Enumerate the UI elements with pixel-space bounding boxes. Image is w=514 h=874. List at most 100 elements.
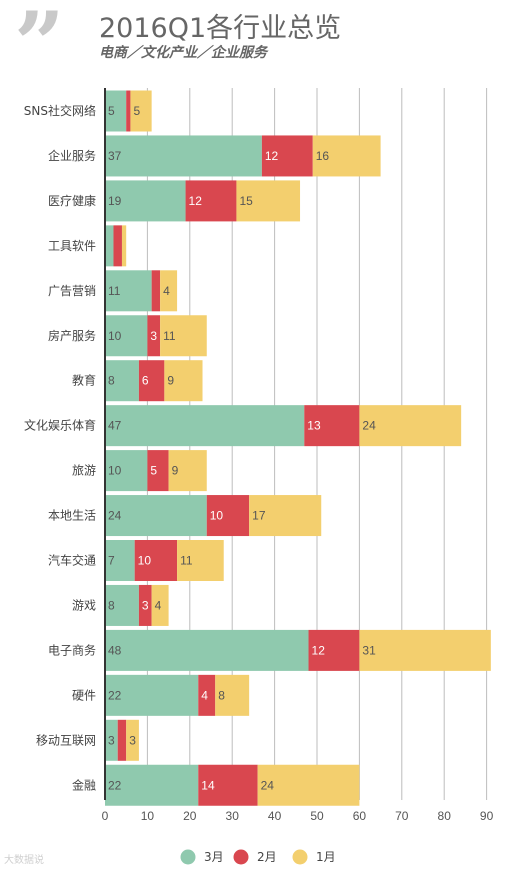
bar-segment: [147, 315, 161, 357]
bar-segment: [168, 450, 207, 492]
data-label: 11: [108, 284, 121, 298]
category-label: SNS社交网络: [24, 103, 96, 118]
data-label: 10: [108, 329, 122, 343]
bar-segment: [126, 719, 139, 761]
bar-segment: [105, 674, 199, 716]
data-label: 22: [108, 778, 122, 792]
bar-segment: [308, 629, 360, 671]
bar-segment: [105, 90, 127, 132]
category-label: 广告营销: [48, 284, 96, 298]
data-label: 8: [108, 374, 115, 388]
data-label: 13: [307, 419, 321, 433]
data-label: 3: [150, 329, 157, 343]
data-label: 19: [108, 194, 122, 208]
data-label: 10: [108, 464, 122, 478]
watermark: 大数据说: [4, 855, 44, 866]
category-labels: SNS社交网络企业服务医疗健康工具软件广告营销房产服务教育文化娱乐体育旅游本地生…: [24, 103, 96, 792]
category-label: 文化娱乐体育: [24, 418, 96, 433]
bar-segment: [138, 360, 165, 402]
category-label: 硬件: [72, 688, 96, 702]
data-label: 6: [142, 374, 149, 388]
bar-segment: [105, 135, 262, 177]
bar-segment: [121, 225, 127, 267]
category-label: 金融: [72, 777, 96, 792]
legend-label: 3月: [204, 850, 224, 864]
bar-segment: [151, 584, 169, 626]
data-label: 3: [142, 598, 149, 612]
bar-segment: [105, 495, 207, 537]
legend-swatch: [180, 849, 196, 865]
category-label: 企业服务: [48, 148, 96, 163]
bar-segment: [215, 674, 250, 716]
data-label: 24: [362, 419, 376, 433]
x-tick-label: 50: [310, 809, 324, 823]
bar-segment: [160, 315, 207, 357]
category-label: 旅游: [72, 464, 96, 478]
data-label: 8: [108, 598, 115, 612]
data-label: 8: [218, 688, 225, 702]
x-tick-label: 20: [183, 809, 197, 823]
bar-segment: [147, 450, 169, 492]
bar-segment: [105, 405, 305, 447]
quote-icon: ”: [14, 0, 65, 96]
category-label: 电子商务: [48, 642, 96, 657]
data-label: 31: [362, 643, 376, 657]
legend: 3月 2月 1月: [180, 849, 336, 865]
bar-segment: [164, 360, 203, 402]
data-label: 5: [108, 104, 115, 118]
bar-segment: [105, 270, 152, 312]
bar-segment: [312, 135, 381, 177]
x-tick-label: 10: [141, 809, 155, 823]
data-label: 24: [108, 509, 122, 523]
bar-segment: [249, 495, 322, 537]
x-tick-label: 0: [102, 809, 109, 823]
data-label: 11: [180, 554, 193, 568]
bar-segment: [151, 270, 161, 312]
category-label: 汽车交通: [48, 553, 96, 568]
bar-segment: [257, 764, 360, 806]
bar-segment: [261, 135, 313, 177]
category-label: 教育: [72, 373, 96, 388]
bar-segment: [105, 450, 148, 492]
data-label: 3: [108, 733, 115, 747]
data-label: 16: [316, 149, 330, 163]
bar-segment: [160, 270, 178, 312]
bar-segment: [359, 405, 462, 447]
bar-segment: [177, 540, 224, 581]
bar-segment: [198, 674, 216, 716]
data-label: 11: [163, 329, 176, 343]
data-label: 4: [201, 688, 208, 702]
bar-segment: [138, 584, 152, 626]
bar-segment: [105, 540, 135, 581]
chart-title: 2016Q1各行业总览: [99, 13, 342, 44]
x-tick-label: 90: [480, 809, 494, 823]
bar-segment: [198, 764, 258, 806]
bar-segment: [105, 225, 114, 267]
legend-label: 1月: [316, 850, 336, 864]
category-label: 本地生活: [48, 509, 96, 523]
data-label: 5: [133, 104, 140, 118]
legend-swatch: [233, 849, 249, 865]
bar-segment: [236, 180, 301, 222]
data-label: 22: [108, 688, 122, 702]
bar-segment: [105, 180, 186, 222]
bar-segment: [105, 360, 139, 402]
bar-segment: [130, 90, 152, 132]
data-label: 17: [252, 509, 266, 523]
x-tick-labels: 0 10 20 30 40 50 60 70 80 90: [102, 809, 494, 823]
data-label: 12: [312, 643, 326, 657]
data-label: 10: [210, 509, 224, 523]
data-label: 48: [108, 643, 122, 657]
category-label: 房产服务: [48, 328, 96, 343]
bar-segment: [105, 629, 309, 671]
legend-label: 2月: [257, 850, 277, 864]
x-tick-label: 60: [353, 809, 367, 823]
legend-swatch: [292, 849, 308, 865]
bar-segment: [206, 495, 250, 537]
data-label: 47: [108, 419, 122, 433]
bar-segment: [134, 540, 178, 581]
data-label: 15: [239, 194, 253, 208]
data-label: 9: [172, 464, 179, 478]
